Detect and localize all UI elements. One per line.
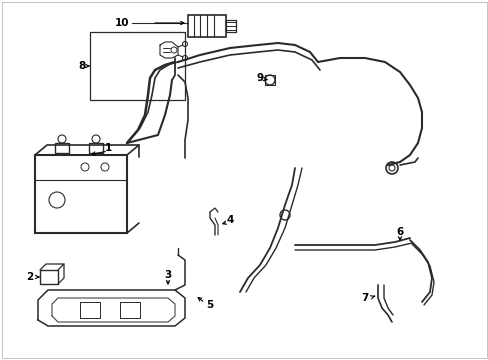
Bar (89, 143, 103, 153)
Bar (225, 20, 236, 32)
Text: 8: 8 (78, 61, 85, 71)
Bar (40, 270, 58, 284)
Text: 7: 7 (361, 293, 368, 303)
Text: 1: 1 (104, 143, 111, 153)
Text: 6: 6 (396, 227, 403, 237)
Text: 2: 2 (26, 272, 34, 282)
Bar (187, 15, 225, 37)
Bar (90, 32, 184, 100)
Bar (55, 143, 69, 153)
Text: 3: 3 (164, 270, 171, 280)
Text: 10: 10 (115, 18, 129, 28)
Bar (35, 155, 127, 233)
Text: 5: 5 (206, 300, 213, 310)
Text: 4: 4 (226, 215, 233, 225)
Text: 9: 9 (256, 73, 263, 83)
